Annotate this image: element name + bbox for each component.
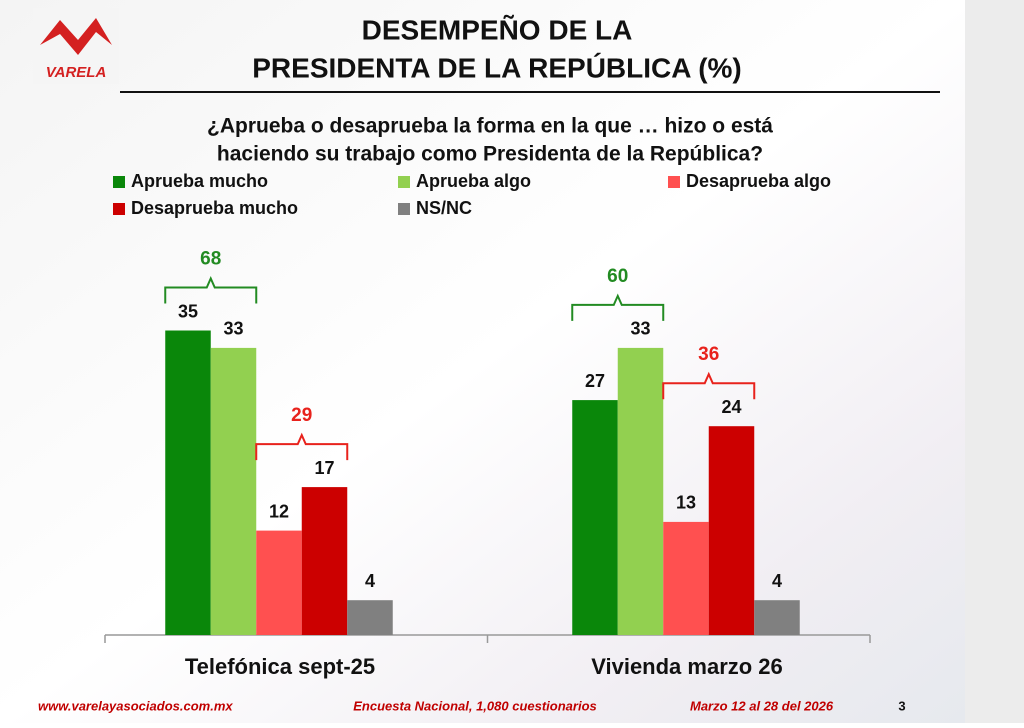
chart-subtitle: ¿Aprueba o desaprueba la forma en la que… — [207, 115, 773, 138]
total-label: 36 — [698, 344, 719, 365]
x-tick-label: Telefónica sept-25 — [185, 654, 375, 679]
bar — [663, 521, 709, 635]
bar — [572, 400, 618, 635]
x-tick-label: Vivienda marzo 26 — [591, 654, 783, 679]
bar — [210, 347, 257, 635]
legend-label: NS/NC — [416, 198, 472, 218]
background — [0, 0, 965, 723]
bar — [708, 426, 755, 635]
legend-label: Desaprueba mucho — [131, 198, 298, 218]
data-label: 13 — [676, 493, 696, 513]
footer-dates: Marzo 12 al 28 del 2026 — [690, 698, 834, 713]
legend-label: Aprueba mucho — [131, 171, 268, 191]
data-label: 4 — [772, 571, 782, 591]
bar — [617, 347, 664, 635]
legend-swatch — [113, 203, 125, 215]
legend-swatch — [398, 176, 410, 188]
chart-subtitle: haciendo su trabajo como Presidenta de l… — [217, 143, 763, 166]
data-label: 33 — [223, 319, 243, 339]
chart-title: PRESIDENTA DE LA REPÚBLICA (%) — [252, 52, 742, 83]
data-label: 17 — [314, 458, 334, 478]
data-label: 35 — [178, 301, 198, 321]
chart-title: DESEMPEÑO DE LA — [362, 14, 633, 45]
legend-swatch — [398, 203, 410, 215]
bar — [347, 600, 393, 635]
bar — [256, 530, 302, 635]
bar — [301, 487, 348, 635]
bar — [754, 600, 800, 635]
legend-label: Desaprueba algo — [686, 171, 831, 191]
logo-text: VARELA — [46, 64, 107, 81]
bar — [165, 330, 211, 635]
total-bracket — [571, 293, 665, 321]
legend-swatch — [113, 176, 125, 188]
total-label: 29 — [291, 405, 312, 426]
data-label: 33 — [630, 319, 650, 339]
legend-label: Aprueba algo — [416, 171, 531, 191]
margin — [965, 0, 1024, 723]
total-label: 68 — [200, 249, 221, 270]
data-label: 12 — [269, 501, 289, 521]
footer-survey: Encuesta Nacional, 1,080 cuestionarios — [353, 698, 597, 713]
footer-website: www.varelayasociados.com.mx — [38, 698, 233, 713]
logo-shape — [40, 18, 112, 55]
total-label: 60 — [607, 266, 628, 287]
data-label: 27 — [585, 371, 605, 391]
logo: VARELA — [33, 8, 119, 84]
total-bracket — [662, 371, 756, 400]
data-label: 4 — [365, 571, 375, 591]
total-bracket — [164, 276, 258, 304]
legend-swatch — [668, 176, 680, 188]
total-bracket — [255, 432, 349, 461]
page-number: 3 — [898, 698, 905, 713]
data-label: 24 — [721, 397, 741, 417]
